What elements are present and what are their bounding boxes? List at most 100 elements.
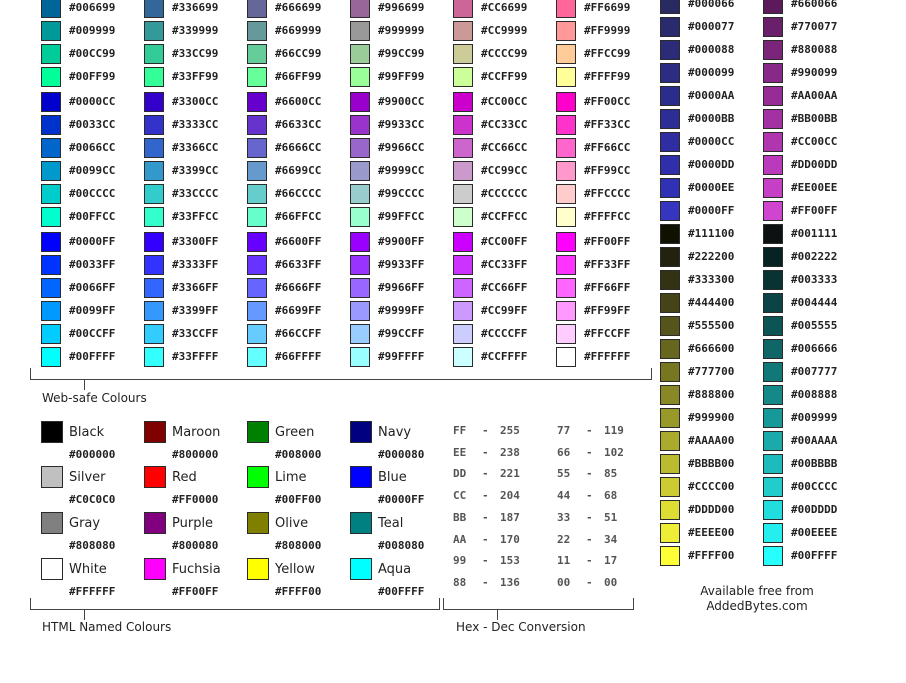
colour-swatch (247, 21, 267, 41)
colour-hex-code: #FF00FF (791, 204, 838, 217)
hex-value: 77 (557, 424, 571, 437)
dec-value: 51 (604, 510, 618, 524)
colour-swatch (144, 67, 164, 87)
colour-swatch (763, 293, 783, 313)
colour-swatch (41, 138, 61, 158)
colour-hex-code: #33FFFF (172, 350, 219, 363)
colour-hex-code: #777700 (688, 365, 735, 378)
colour-swatch (763, 362, 783, 382)
hexdec-bracket-tick (497, 610, 498, 620)
dec-value: 85 (604, 467, 618, 481)
named-colour-swatch (41, 558, 63, 580)
colour-hex-code: #00FF99 (69, 70, 116, 83)
colour-swatch (350, 184, 370, 204)
colour-swatch (763, 0, 783, 14)
colour-hex-code: #33CCFF (172, 327, 219, 340)
colour-swatch (41, 0, 61, 18)
colour-hex-code: #222200 (688, 250, 735, 263)
colour-hex-code: #6666FF (275, 281, 322, 294)
colour-swatch (453, 21, 473, 41)
colour-hex-code: #66CCCC (275, 187, 322, 200)
colour-swatch (660, 546, 680, 566)
colour-hex-code: #001111 (791, 227, 838, 240)
colour-hex-code: #003333 (791, 273, 838, 286)
dec-value: 204 (500, 489, 520, 503)
colour-hex-code: #000077 (688, 20, 735, 33)
colour-hex-code: #333300 (688, 273, 735, 286)
colour-hex-code: #770077 (791, 20, 838, 33)
colour-hex-code: #FFFF00 (688, 549, 735, 562)
colour-swatch (763, 431, 783, 451)
named-colour-name: White (69, 562, 107, 577)
colour-hex-code: #008888 (791, 388, 838, 401)
colour-hex-code: #666699 (275, 1, 322, 14)
colour-swatch (763, 86, 783, 106)
colour-swatch (350, 207, 370, 227)
colour-swatch (556, 255, 576, 275)
colour-swatch (41, 21, 61, 41)
colour-hex-code: #0000AA (688, 89, 735, 102)
colour-swatch (41, 161, 61, 181)
colour-hex-code: #FFCCFF (584, 327, 631, 340)
colour-hex-code: #FF00FF (584, 235, 631, 248)
colour-swatch (660, 224, 680, 244)
colour-swatch (763, 155, 783, 175)
colour-hex-code: #3399FF (172, 304, 219, 317)
colour-hex-code: #FFFFFF (584, 350, 631, 363)
colour-swatch (660, 362, 680, 382)
separator: - (482, 445, 489, 459)
colour-swatch (144, 115, 164, 135)
colour-hex-code: #3333CC (172, 118, 219, 131)
colour-hex-code: #996699 (378, 1, 425, 14)
colour-hex-code: #EEEE00 (688, 526, 735, 539)
colour-swatch (350, 138, 370, 158)
named-colour-name: Black (69, 425, 105, 440)
colour-hex-code: #0000BB (688, 112, 735, 125)
colour-swatch (247, 232, 267, 252)
colour-swatch (763, 385, 783, 405)
colour-hex-code: #990099 (791, 66, 838, 79)
colour-swatch (350, 347, 370, 367)
colour-swatch (350, 44, 370, 64)
colour-swatch (763, 201, 783, 221)
separator: - (482, 532, 489, 546)
colour-swatch (660, 86, 680, 106)
colour-hex-code: #0000DD (688, 158, 735, 171)
named-colour-hex: #800000 (172, 448, 219, 461)
colour-hex-code: #0066FF (69, 281, 116, 294)
colour-hex-code: #6600CC (275, 95, 322, 108)
named-colour-name: Lime (275, 470, 307, 485)
dec-value: 17 (604, 554, 618, 568)
colour-hex-code: #99CC99 (378, 47, 425, 60)
hex-value: 00 (557, 575, 571, 589)
colour-hex-code: #BBBB00 (688, 457, 735, 470)
colour-hex-code: #CC99FF (481, 304, 528, 317)
colour-swatch (660, 247, 680, 267)
separator: - (586, 489, 593, 503)
colour-hex-code: #66FFCC (275, 210, 322, 223)
colour-swatch (763, 546, 783, 566)
dec-value: 187 (500, 510, 520, 524)
dec-value: 238 (500, 445, 520, 459)
named-colour-hex: #808000 (275, 539, 322, 552)
dec-value: 170 (500, 532, 520, 546)
colour-hex-code: #0000FF (688, 204, 735, 217)
named-colour-hex: #00FF00 (275, 493, 322, 506)
websafe-bracket-tick (84, 380, 85, 390)
colour-hex-code: #00DDDD (791, 503, 838, 516)
colour-swatch (247, 184, 267, 204)
colour-hex-code: #FF9999 (584, 24, 631, 37)
colour-swatch (660, 293, 680, 313)
colour-swatch (763, 247, 783, 267)
colour-hex-code: #00CCCC (791, 480, 838, 493)
colour-hex-code: #004444 (791, 296, 838, 309)
colour-swatch (144, 0, 164, 18)
colour-swatch (763, 316, 783, 336)
colour-swatch (453, 92, 473, 112)
colour-hex-code: #FF66FF (584, 281, 631, 294)
colour-hex-code: #CC6699 (481, 1, 528, 14)
colour-swatch (763, 339, 783, 359)
named-colour-hex: #000000 (69, 448, 116, 461)
colour-swatch (763, 40, 783, 60)
colour-hex-code: #99FFCC (378, 210, 425, 223)
